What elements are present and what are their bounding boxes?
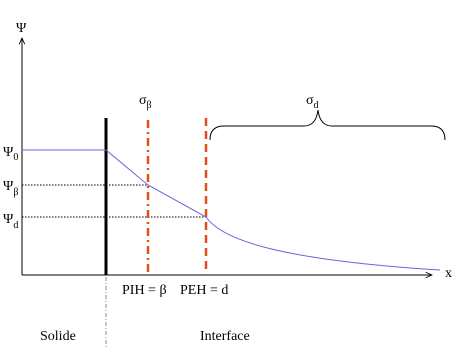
region-label: Interface bbox=[200, 329, 250, 344]
diffuse-brace bbox=[209, 109, 446, 141]
plane-label: PIH = β bbox=[122, 283, 167, 298]
level-sub: 0 bbox=[13, 152, 18, 163]
level-symbol: Ψ bbox=[3, 179, 14, 194]
plane-label: PEH = d bbox=[180, 283, 228, 298]
charge-sub: d bbox=[314, 100, 319, 111]
level-label: Ψd bbox=[3, 212, 18, 231]
level-label: Ψ0 bbox=[3, 145, 18, 163]
charge-label: σβ bbox=[139, 93, 152, 111]
charge-sub: β bbox=[147, 100, 152, 111]
level-symbol: Ψ bbox=[3, 145, 14, 160]
level-sub: d bbox=[13, 220, 18, 231]
charge-symbol: σ bbox=[139, 93, 147, 108]
level-label: Ψβ bbox=[3, 179, 18, 198]
region-label: Solide bbox=[40, 329, 76, 344]
level-sub: β bbox=[13, 187, 18, 198]
charge-label: σd bbox=[306, 93, 319, 111]
charge-symbol: σ bbox=[306, 93, 314, 108]
y-axis-label: Ψ bbox=[16, 21, 27, 36]
potential-curve bbox=[22, 149, 441, 271]
x-axis-label: x bbox=[445, 266, 452, 281]
level-symbol: Ψ bbox=[3, 212, 14, 227]
